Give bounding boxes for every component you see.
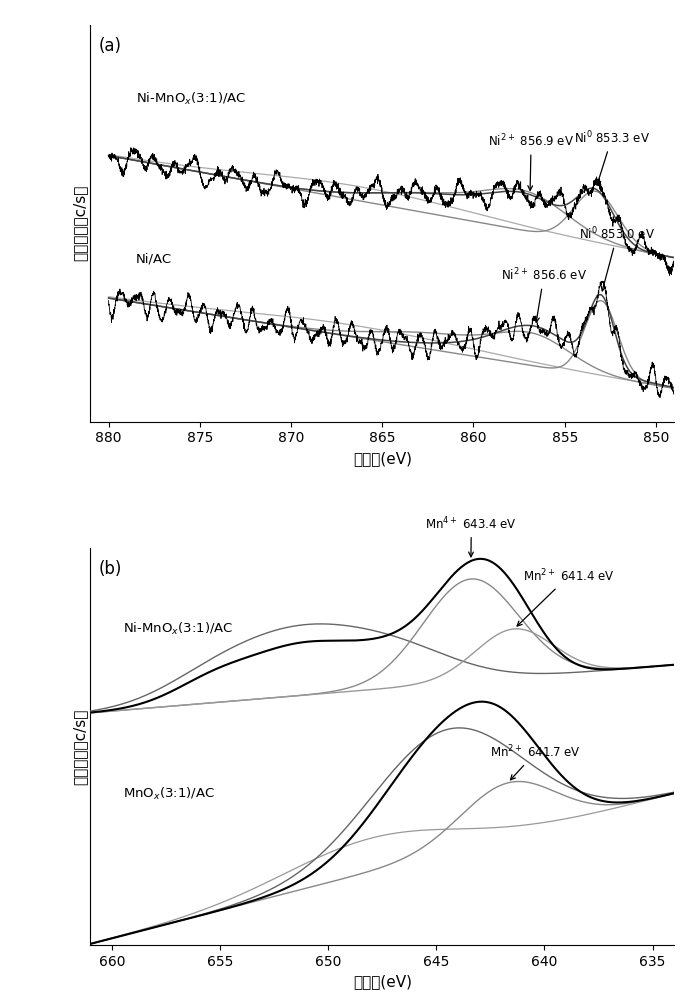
X-axis label: 结合能(eV): 结合能(eV) (353, 451, 411, 466)
Text: Ni-MnO$_x$(3:1)/AC: Ni-MnO$_x$(3:1)/AC (123, 621, 233, 637)
Text: Ni$^{0}$ 853.3 eV: Ni$^{0}$ 853.3 eV (574, 130, 650, 185)
Text: Mn$^{2+}$ 641.7 eV: Mn$^{2+}$ 641.7 eV (491, 744, 581, 780)
Text: MnO$_x$(3:1)/AC: MnO$_x$(3:1)/AC (123, 786, 215, 802)
Text: Ni$^{2+}$ 856.6 eV: Ni$^{2+}$ 856.6 eV (501, 267, 587, 322)
Text: Ni$^{0}$ 853.0 eV: Ni$^{0}$ 853.0 eV (580, 226, 655, 291)
Text: (b): (b) (99, 560, 122, 578)
Text: Ni-MnO$_x$(3:1)/AC: Ni-MnO$_x$(3:1)/AC (136, 91, 246, 107)
Y-axis label: 相对强度（c/s）: 相对强度（c/s） (72, 709, 88, 785)
Text: Ni$^{2+}$ 856.9 eV: Ni$^{2+}$ 856.9 eV (488, 133, 574, 190)
Y-axis label: 相对强度（c/s）: 相对强度（c/s） (72, 185, 88, 261)
Text: Ni/AC: Ni/AC (136, 252, 172, 265)
Text: Mn$^{2+}$ 641.4 eV: Mn$^{2+}$ 641.4 eV (517, 568, 614, 626)
Text: Mn$^{4+}$ 643.4 eV: Mn$^{4+}$ 643.4 eV (425, 515, 517, 557)
Text: (a): (a) (99, 37, 122, 55)
X-axis label: 结合能(eV): 结合能(eV) (353, 974, 411, 989)
